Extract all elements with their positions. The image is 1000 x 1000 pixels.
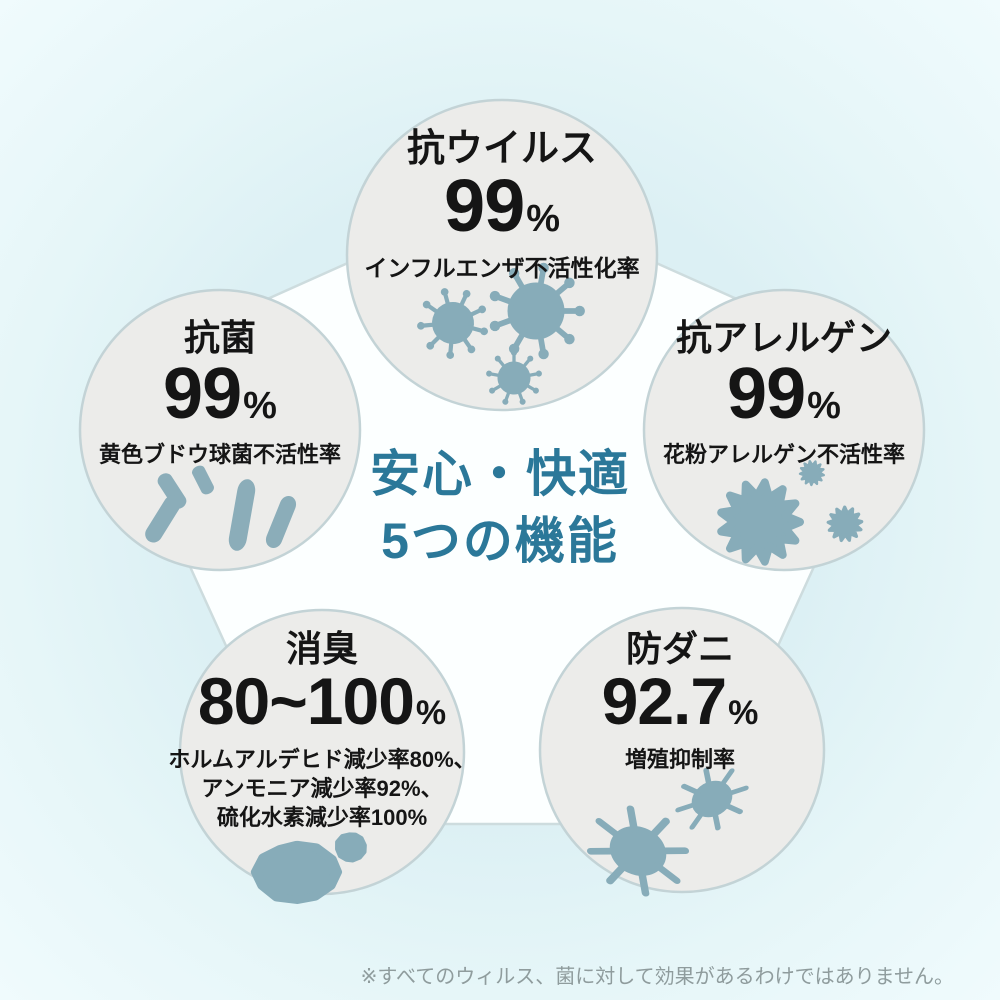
feature-caption: 黄色ブドウ球菌不活性率 <box>98 442 342 467</box>
feature-title: 抗ウイルス <box>406 128 597 170</box>
feature-anti-mite: 防ダニ 92.7% 増殖抑制率 <box>602 629 759 774</box>
feature-number: 80~100 <box>197 664 415 738</box>
percent-sign: % <box>728 694 759 732</box>
feature-value: 80~100% <box>168 668 475 745</box>
percent-sign: % <box>807 385 841 427</box>
feature-value: 99% <box>663 358 905 441</box>
feature-deodorizing: 消臭 80~100% ホルムアルデヒド減少率80%、 アンモニア減少率92%、 … <box>168 629 475 832</box>
feature-anti-allergen: 抗アレルゲン 99% 花粉アレルゲン不活性率 <box>663 317 905 469</box>
feature-title: 消臭 <box>285 628 358 669</box>
circle-anti-allergen <box>642 288 926 572</box>
feature-value: 99% <box>364 169 639 254</box>
feature-number: 99 <box>727 354 806 434</box>
feature-value: 92.7% <box>602 668 759 745</box>
percent-sign: % <box>415 694 447 732</box>
feature-value: 99% <box>99 358 341 441</box>
circle-anti-mite <box>538 606 826 894</box>
odor-blob-icon <box>256 845 336 900</box>
percent-sign: % <box>526 198 561 240</box>
feature-caption-line: アンモニア減少率92%、 <box>201 776 443 801</box>
center-title-line2: 5つの機能 <box>381 513 619 569</box>
circle-anti-virus <box>345 98 659 412</box>
feature-number: 92.7 <box>601 664 727 738</box>
feature-caption-line: ホルムアルデヒド減少率80%、 <box>168 747 476 772</box>
feature-caption: 増殖抑制率 <box>624 747 736 772</box>
feature-number: 99 <box>443 164 525 247</box>
feature-caption: 花粉アレルゲン不活性率 <box>662 442 906 467</box>
percent-sign: % <box>243 385 277 427</box>
feature-caption-line: 硫化水素減少率100% <box>216 805 428 830</box>
center-title-line1: 安心・快適 <box>370 446 630 502</box>
feature-title: 抗アレルゲン <box>675 317 893 358</box>
feature-title: 防ダニ <box>625 628 735 669</box>
feature-number: 99 <box>163 354 242 434</box>
feature-anti-bacterial: 抗菌 99% 黄色ブドウ球菌不活性率 <box>99 317 341 469</box>
disclaimer-footnote: ※すべてのウィルス、菌に対して効果があるわけではありません。 <box>360 966 954 988</box>
feature-anti-virus: 抗ウイルス 99% インフルエンザ不活性化率 <box>364 127 639 282</box>
feature-caption: インフルエンザ不活性化率 <box>364 255 640 281</box>
feature-title: 抗菌 <box>183 317 257 358</box>
center-title: 安心・快適 5つの機能 <box>370 441 630 575</box>
